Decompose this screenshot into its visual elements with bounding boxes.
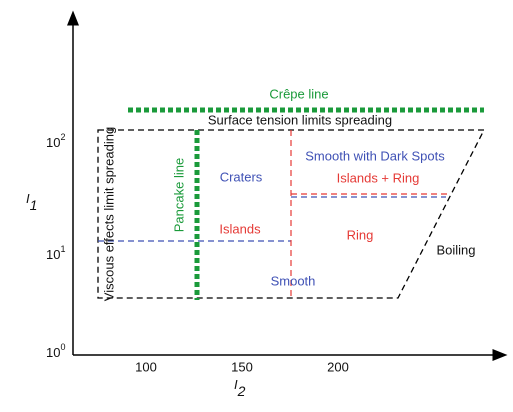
tick-exponent: 2 (60, 132, 65, 142)
tick-exponent: 0 (60, 342, 65, 352)
tick-base: 10 (46, 345, 60, 360)
tick-exponent: 1 (60, 244, 65, 254)
x-axis-label: I2 (234, 377, 246, 398)
regime-boundary (97, 129, 486, 299)
viscous-label: Viscous effects limit spreading (101, 127, 116, 301)
x-tick-label: 100 (135, 359, 157, 374)
region-label: Smooth with Dark Spots (305, 148, 445, 163)
region-label: Smooth (271, 273, 316, 288)
region-label: Boiling (436, 242, 475, 257)
crepe-label: Crêpe line (269, 86, 328, 101)
y-tick-label: 101 (46, 244, 65, 262)
symbol: I (234, 377, 238, 392)
tick-base: 10 (46, 135, 60, 150)
subscript: 1 (30, 197, 38, 213)
subscript: 2 (237, 383, 246, 399)
x-tick-label: 200 (327, 359, 349, 374)
region-label: Islands (219, 221, 261, 236)
y-axis-label: I1 (26, 191, 37, 212)
y-tick-label: 102 (46, 132, 65, 150)
region-label: Ring (347, 227, 374, 242)
region-label: Islands + Ring (337, 170, 420, 185)
tick-base: 10 (46, 247, 60, 262)
surface-tension-label: Surface tension limits spreading (208, 112, 392, 127)
symbol: I (26, 191, 30, 206)
pancake-label: Pancake line (171, 158, 186, 232)
y-tick-label: 100 (46, 342, 65, 360)
x-tick-label: 150 (231, 359, 253, 374)
region-label: Craters (220, 169, 263, 184)
